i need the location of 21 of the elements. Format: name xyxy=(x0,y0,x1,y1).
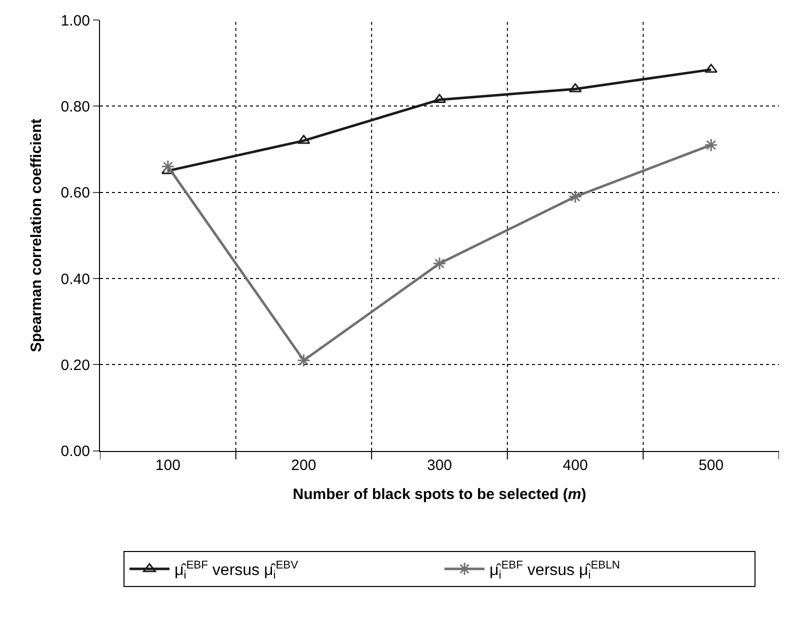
point xyxy=(296,354,310,368)
point xyxy=(568,83,582,92)
y-tick-label: 0.60 xyxy=(60,184,90,202)
y-tick-label: 0.20 xyxy=(60,356,90,374)
y-axis-title: Spearman correlation coefficient xyxy=(28,118,46,352)
x-tick-label: 300 xyxy=(426,456,452,474)
point xyxy=(704,64,718,73)
x-tick-label: 100 xyxy=(155,456,180,474)
y-tick-label: 0.40 xyxy=(60,270,90,288)
point xyxy=(161,160,175,174)
point xyxy=(568,190,582,204)
y-tick-label: 0.00 xyxy=(60,443,90,460)
y-tick-label: 0.80 xyxy=(60,98,90,116)
point xyxy=(704,138,718,152)
x-tick-label: 500 xyxy=(698,456,724,474)
y-tick-label: 1.00 xyxy=(60,12,90,30)
x-tick-label: 200 xyxy=(291,456,316,474)
x-axis-title: Number of black spots to be selected (m) xyxy=(292,486,586,503)
point xyxy=(432,256,446,270)
point xyxy=(297,134,310,144)
x-tick-label: 400 xyxy=(562,456,588,474)
